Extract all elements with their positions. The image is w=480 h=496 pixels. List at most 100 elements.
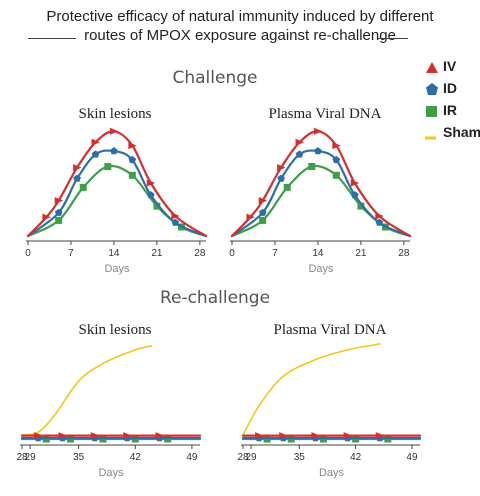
legend-label-iv: IV xyxy=(443,58,457,74)
data-point-iv-1-1 xyxy=(258,197,268,205)
x-tick-label-2-3: 42 xyxy=(130,452,142,463)
x-axis-label-2: Days xyxy=(98,467,124,479)
data-point-ir-1-1 xyxy=(283,183,291,191)
section-heading-challenge: Challenge xyxy=(172,68,258,88)
legend-item-iv xyxy=(424,58,480,75)
triangle-marker-icon xyxy=(426,62,438,74)
data-point-id-1-2 xyxy=(295,150,304,158)
x-tick-label-1-2: 14 xyxy=(312,248,324,259)
x-axis-label-3: Days xyxy=(319,467,345,479)
x-tick-label-0-2: 14 xyxy=(108,248,120,259)
x-tick-label-1-3: 21 xyxy=(355,248,367,259)
data-point-ir-0-3 xyxy=(128,171,136,179)
x-tick-label-0-3: 21 xyxy=(151,248,163,259)
data-point-id-0-1 xyxy=(73,174,81,182)
figure-title-line-1: Protective efficacy of natural immunity … xyxy=(46,8,434,25)
data-point-ir-1-4 xyxy=(357,202,365,210)
data-point-iv-1-0 xyxy=(246,213,255,221)
legend-item-id xyxy=(424,80,480,97)
x-tick-label-2-0: 28 xyxy=(16,452,28,463)
data-point-iv-1-4 xyxy=(313,127,323,135)
title-rule-left xyxy=(28,38,76,39)
data-point-iv-1-6 xyxy=(350,179,360,187)
x-tick-label-3-2: 35 xyxy=(294,452,306,463)
data-point-id-0-3 xyxy=(110,147,118,155)
x-tick-label-2-4: 49 xyxy=(186,452,198,463)
x-tick-label-0-4: 28 xyxy=(194,248,206,259)
legend-label-ir: IR xyxy=(443,102,457,118)
data-point-iv-3-3 xyxy=(343,432,353,440)
x-tick-label-1-0: 0 xyxy=(229,248,235,259)
x-tick-label-3-4: 49 xyxy=(406,452,418,463)
data-point-ir-1-0 xyxy=(259,216,267,224)
x-tick-label-3-1: 29 xyxy=(245,452,257,463)
data-point-iv-0-3 xyxy=(91,138,101,146)
data-point-iv-2-3 xyxy=(123,432,132,440)
data-point-iv-0-5 xyxy=(128,142,137,150)
panel-title-challenge-plasma: Plasma Viral DNA xyxy=(268,106,382,122)
legend-label-sham: Sham xyxy=(443,124,480,140)
data-point-iv-0-2 xyxy=(73,164,82,172)
data-point-iv-3-1 xyxy=(279,432,288,440)
x-tick-label-1-4: 28 xyxy=(398,248,410,259)
series-line-sham-3 xyxy=(242,343,381,436)
data-point-id-0-5 xyxy=(147,191,155,199)
data-point-iv-2-4 xyxy=(155,432,165,440)
x-axis-label-1: Days xyxy=(308,263,334,275)
x-tick-label-0-1: 7 xyxy=(68,248,74,259)
data-point-id-1-5 xyxy=(351,191,359,199)
data-point-ir-0-0 xyxy=(55,216,63,224)
x-tick-label-3-0: 28 xyxy=(237,452,249,463)
figure-title-line-2: routes of MPOX exposure against re-chall… xyxy=(84,27,396,44)
data-point-iv-0-4 xyxy=(109,127,119,135)
x-tick-label-2-2: 35 xyxy=(73,452,85,463)
section-heading-rechallenge: Re-challenge xyxy=(159,288,271,308)
data-point-id-1-1 xyxy=(277,174,285,182)
data-point-iv-3-2 xyxy=(311,432,320,440)
data-point-id-0-0 xyxy=(54,208,63,216)
x-axis-label-0: Days xyxy=(104,263,130,275)
data-point-ir-1-2 xyxy=(308,163,316,170)
data-point-iv-3-0 xyxy=(255,432,264,440)
panel-title-rechallenge-plasma: Plasma Viral DNA xyxy=(273,322,387,338)
x-tick-label-3-3: 42 xyxy=(350,452,362,463)
data-point-iv-0-6 xyxy=(146,179,156,187)
data-point-ir-1-3 xyxy=(332,171,340,179)
x-tick-label-1-1: 7 xyxy=(272,248,278,259)
legend-item-ir xyxy=(424,102,480,119)
x-tick-label-2-1: 29 xyxy=(25,452,37,463)
series-line-iv-1 xyxy=(230,130,412,238)
legend-item-sham xyxy=(424,124,480,141)
data-point-iv-0-0 xyxy=(42,213,51,221)
line-marker-icon xyxy=(425,136,436,140)
data-point-iv-3-4 xyxy=(375,432,385,440)
series-line-sham-2 xyxy=(21,345,153,436)
data-point-iv-0-1 xyxy=(54,197,64,205)
data-point-id-0-2 xyxy=(91,150,100,158)
data-point-iv-1-7 xyxy=(375,212,384,220)
data-point-iv-0-7 xyxy=(171,212,180,220)
data-point-ir-0-1 xyxy=(79,183,87,191)
legend-label-id: ID xyxy=(443,80,457,96)
panel-title-rechallenge-skin: Skin lesions xyxy=(78,322,152,338)
data-point-id-1-3 xyxy=(314,147,322,155)
square-marker-icon xyxy=(426,106,437,118)
data-point-ir-0-2 xyxy=(104,163,112,170)
data-point-iv-2-0 xyxy=(34,432,43,440)
x-tick-label-0-0: 0 xyxy=(25,248,31,259)
pentagon-marker-icon xyxy=(426,83,438,96)
data-point-id-1-6 xyxy=(375,218,384,226)
data-point-iv-2-2 xyxy=(90,432,100,440)
data-point-iv-1-5 xyxy=(332,142,341,150)
data-point-id-1-4 xyxy=(332,155,341,164)
data-point-iv-2-1 xyxy=(58,432,67,440)
title-rule-right xyxy=(378,38,408,39)
data-point-iv-1-2 xyxy=(277,164,286,172)
data-point-id-1-0 xyxy=(258,208,267,216)
data-point-id-0-4 xyxy=(128,155,137,164)
data-point-id-0-6 xyxy=(171,218,180,226)
data-point-iv-1-3 xyxy=(295,138,305,146)
data-point-ir-0-4 xyxy=(153,202,161,210)
panel-title-challenge-skin: Skin lesions xyxy=(78,106,152,122)
